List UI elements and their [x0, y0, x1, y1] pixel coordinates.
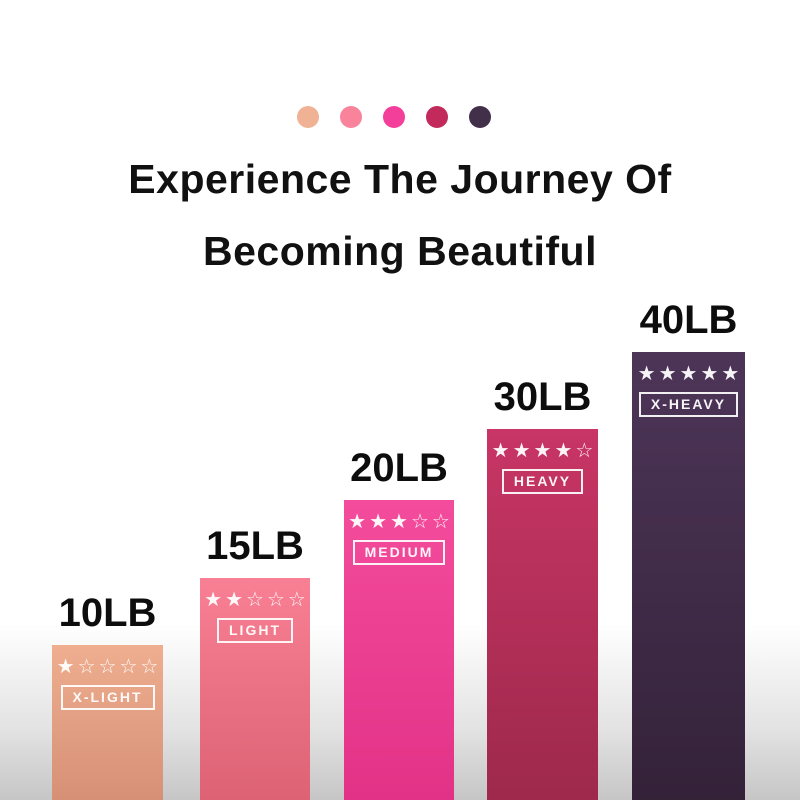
star-rating: ★★☆☆☆ — [204, 589, 309, 611]
bar-group-15lb: 15LB ★★☆☆☆ LIGHT — [200, 523, 310, 800]
weight-label: 40LB — [639, 298, 738, 342]
weight-label: 15LB — [206, 524, 304, 568]
weight-label: 30LB — [493, 375, 592, 419]
resistance-bar: ★★★☆☆ MEDIUM — [344, 500, 454, 800]
palette-dot-4 — [426, 106, 448, 128]
resistance-tag: X-LIGHT — [60, 685, 155, 710]
star-rating: ★☆☆☆☆ — [56, 656, 162, 678]
page-title-line-2: Becoming Beautiful — [203, 228, 597, 274]
resistance-tag: X-HEAVY — [638, 392, 739, 417]
palette-dot-2 — [340, 106, 362, 128]
palette-dot-1 — [297, 106, 319, 128]
resistance-tag: LIGHT — [217, 618, 293, 643]
resistance-bar: ★★☆☆☆ LIGHT — [200, 578, 310, 800]
resistance-tag: HEAVY — [501, 469, 584, 494]
resistance-tag: MEDIUM — [352, 540, 446, 565]
resistance-bar: ★☆☆☆☆ X-LIGHT — [52, 645, 163, 800]
star-rating: ★★★★☆ — [491, 440, 597, 462]
page-title: Experience The Journey Of Becoming Beaut… — [0, 143, 800, 287]
bar-group-20lb: 20LB ★★★☆☆ MEDIUM — [344, 445, 454, 800]
weight-label: 20LB — [350, 446, 448, 490]
star-rating: ★★★☆☆ — [348, 511, 453, 533]
page-title-line-1: Experience The Journey Of — [128, 156, 672, 202]
resistance-bar: ★★★★★ X-HEAVY — [632, 352, 745, 800]
weight-label: 10LB — [58, 591, 157, 635]
bar-group-40lb: 40LB ★★★★★ X-HEAVY — [632, 297, 745, 800]
palette-dot-3 — [383, 106, 405, 128]
bar-group-10lb: 10LB ★☆☆☆☆ X-LIGHT — [52, 590, 163, 800]
palette-dots-row — [297, 106, 491, 128]
star-rating: ★★★★★ — [637, 363, 743, 385]
palette-dot-5 — [469, 106, 491, 128]
bar-group-30lb: 30LB ★★★★☆ HEAVY — [487, 374, 598, 800]
resistance-bar: ★★★★☆ HEAVY — [487, 429, 598, 800]
